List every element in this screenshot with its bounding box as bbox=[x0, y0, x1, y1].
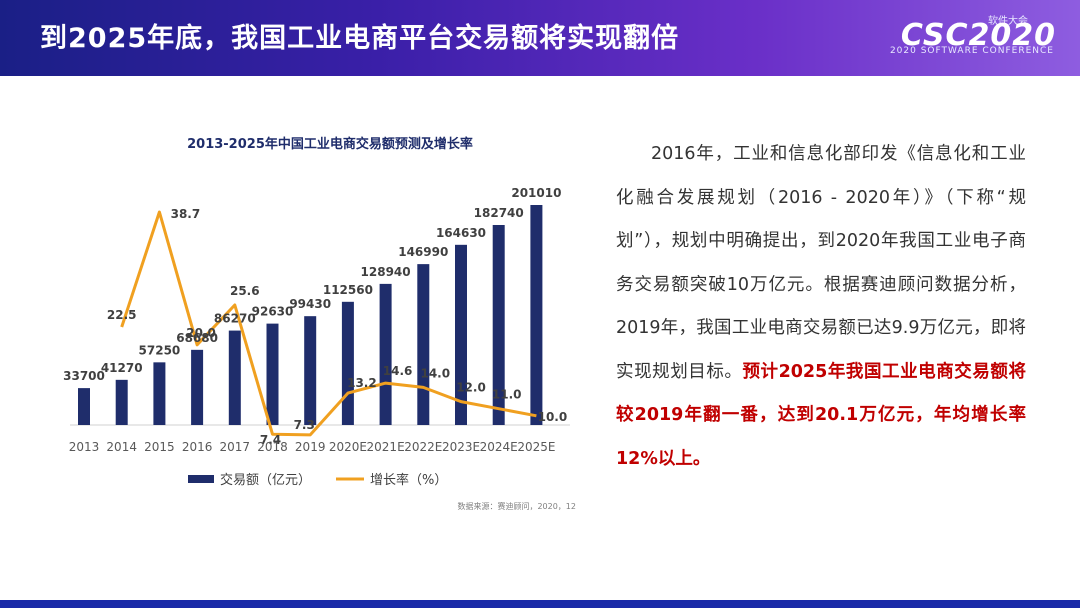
bar-label-2014: 41270 bbox=[101, 361, 143, 375]
bar-label-2013: 33700 bbox=[63, 369, 105, 383]
rate-label-2020E: 13.2 bbox=[347, 376, 377, 390]
bar-label-2021E: 128940 bbox=[361, 265, 411, 279]
paragraph-highlight-text: 预计2025年我国工业电商交易额将较2019年翻一番，达到20.1万亿元，年均增… bbox=[616, 361, 1026, 469]
logo-top-text: 软件大会 bbox=[988, 16, 1028, 27]
bar-2023E bbox=[455, 244, 467, 425]
rate-label-2025E: 10.0 bbox=[538, 410, 568, 424]
rate-label-2017: 25.6 bbox=[230, 284, 260, 298]
bar-2021E bbox=[379, 283, 392, 425]
paragraph-normal-text: 2016年，工业和信息化部印发《信息化和工业化融合发展规划（2016 - 202… bbox=[616, 144, 1026, 382]
bar-label-2024E: 182740 bbox=[474, 206, 524, 220]
bar-label-2016: 68680 bbox=[176, 331, 218, 345]
bar-2020E bbox=[341, 301, 354, 425]
legend-line-label: 增长率（%） bbox=[370, 472, 447, 488]
x-tick-2019: 2019 bbox=[295, 440, 326, 454]
x-tick-2017: 2017 bbox=[220, 440, 251, 454]
x-tick-2025E: 2025E bbox=[517, 440, 555, 454]
bar-2022E bbox=[417, 264, 430, 425]
bar-2019 bbox=[304, 316, 317, 425]
footer-bar bbox=[0, 600, 1080, 608]
rate-label-2014: 22.5 bbox=[107, 308, 137, 322]
x-tick-2024E: 2024E bbox=[480, 440, 518, 454]
logo-sub-text: 2020 SOFTWARE CONFERENCE bbox=[889, 46, 1054, 56]
bar-2024E bbox=[492, 224, 505, 425]
rate-label-2015: 38.7 bbox=[171, 207, 201, 221]
legend-bar-swatch bbox=[188, 475, 214, 483]
conference-logo: 软件大会 CSC2020 2020 SOFTWARE CONFERENCE bbox=[890, 8, 1060, 56]
x-tick-2013: 2013 bbox=[69, 440, 100, 454]
rate-label-2019: 7.3 bbox=[294, 418, 315, 432]
bar-label-2018: 92630 bbox=[252, 305, 294, 319]
bar-2017 bbox=[228, 330, 241, 425]
header-banner: 到2025年底，我国工业电商平台交易额将实现翻倍 软件大会 CSC2020 20… bbox=[0, 0, 1080, 76]
bar-label-2019: 99430 bbox=[289, 297, 331, 311]
bar-label-2022E: 146990 bbox=[398, 245, 448, 259]
rate-label-2022E: 14.0 bbox=[420, 366, 450, 380]
bar-2025E bbox=[530, 205, 543, 425]
rate-label-2023E: 12.0 bbox=[456, 381, 486, 395]
bar-2016 bbox=[191, 349, 204, 425]
x-tick-2016: 2016 bbox=[182, 440, 213, 454]
x-tick-2014: 2014 bbox=[106, 440, 137, 454]
x-tick-2015: 2015 bbox=[144, 440, 175, 454]
x-tick-2018: 2018 bbox=[257, 440, 288, 454]
chart-container: 2013-2025年中国工业电商交易额预测及增长率 33700 41270 57250… bbox=[40, 125, 600, 525]
rate-label-2024E: 11.0 bbox=[492, 388, 522, 402]
bar-label-2015: 57250 bbox=[139, 343, 181, 357]
bar-2014 bbox=[115, 379, 128, 425]
bar-2018 bbox=[266, 323, 279, 425]
x-tick-2021E: 2021E bbox=[367, 440, 405, 454]
growth-rate-line bbox=[120, 210, 537, 437]
x-tick-2020E: 2020E bbox=[329, 440, 367, 454]
x-tick-2022E: 2022E bbox=[404, 440, 442, 454]
source-note: 数据来源：赛迪顾问，2020，12 bbox=[457, 501, 576, 511]
logo-main-text: CSC2020 bbox=[900, 18, 1056, 53]
rate-label-2016: 20.0 bbox=[186, 326, 216, 340]
rate-label-2021E: 14.6 bbox=[383, 364, 413, 378]
x-tick-2023E: 2023E bbox=[442, 440, 480, 454]
bar-2015 bbox=[153, 362, 166, 425]
rate-label-2018: 7.4 bbox=[260, 433, 281, 447]
bar-label-2020E: 112560 bbox=[323, 283, 373, 297]
description-paragraph: 2016年，工业和信息化部印发《信息化和工业化融合发展规划（2016 - 202… bbox=[616, 133, 1026, 481]
bar-label-2017: 86270 bbox=[214, 312, 256, 326]
bar-label-2025E: 201010 bbox=[511, 186, 561, 200]
legend-bar-label: 交易额（亿元） bbox=[220, 472, 311, 488]
bar-label-2023E: 164630 bbox=[436, 226, 486, 240]
chart-title: 2013-2025年中国工业电商交易额预测及增长率 bbox=[187, 136, 473, 152]
page-title: 到2025年底，我国工业电商平台交易额将实现翻倍 bbox=[40, 23, 680, 54]
bar-2013 bbox=[78, 388, 90, 425]
